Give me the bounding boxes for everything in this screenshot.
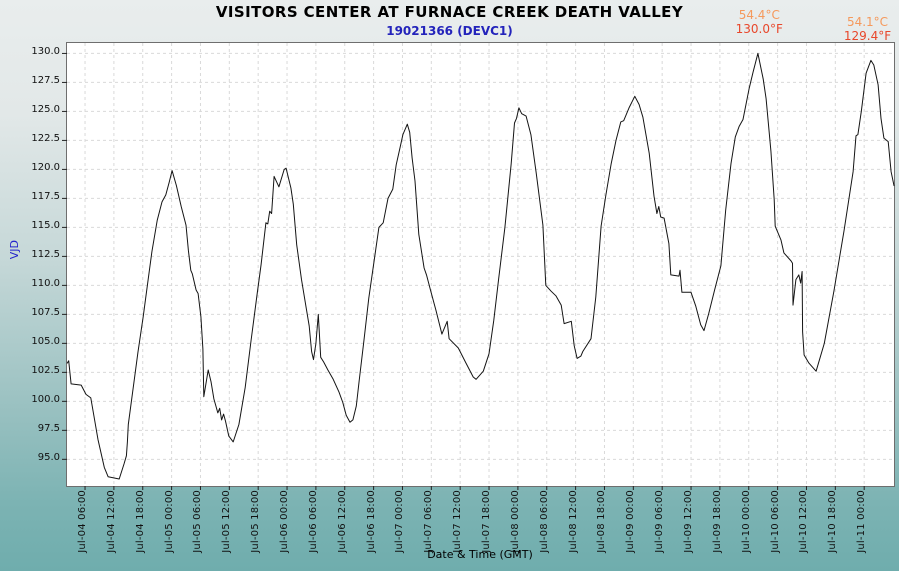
x-tick-label: Jul-04 18:00 <box>134 490 146 553</box>
x-tick-label: Jul-10 12:00 <box>798 490 810 553</box>
x-tick-label: Jul-07 12:00 <box>452 490 464 553</box>
x-tick-label: Jul-06 18:00 <box>365 490 377 553</box>
annotation-celsius: 54.4°C <box>738 8 780 23</box>
annotation-celsius: 54.1°C <box>846 15 889 30</box>
x-tick-label: Jul-09 12:00 <box>683 490 695 553</box>
y-tick-label: 115.0 <box>31 220 60 232</box>
x-tick-label: Jul-09 06:00 <box>654 490 666 553</box>
x-tick-label: Jul-08 12:00 <box>567 490 579 553</box>
annotation-fahrenheit: 129.4°F <box>843 29 892 44</box>
plot-area <box>62 42 895 490</box>
page-title: VISITORS CENTER AT FURNACE CREEK DEATH V… <box>215 3 684 21</box>
y-tick-label: 117.5 <box>31 191 60 203</box>
x-tick-label: Jul-04 12:00 <box>105 490 117 553</box>
x-tick-label: Jul-07 06:00 <box>423 490 435 553</box>
x-tick-label: Jul-04 06:00 <box>77 490 89 553</box>
temperature-line-chart <box>62 43 895 490</box>
station-subtitle: 19021366 (DEVC1) <box>386 24 513 38</box>
x-tick-label: Jul-07 00:00 <box>394 490 406 553</box>
x-tick-label: Jul-05 00:00 <box>163 490 175 553</box>
x-tick-label: Jul-08 00:00 <box>509 490 521 553</box>
x-tick-label: Jul-06 12:00 <box>336 490 348 553</box>
y-tick-label: 120.0 <box>31 162 60 174</box>
x-tick-label: Jul-10 06:00 <box>769 490 781 553</box>
y-tick-label: 110.0 <box>31 278 60 290</box>
x-tick-label: Jul-11 00:00 <box>856 490 868 553</box>
x-tick-label: Jul-07 18:00 <box>481 490 493 553</box>
x-tick-label: Jul-10 00:00 <box>740 490 752 553</box>
y-axis-title: VJD <box>8 240 21 260</box>
y-tick-label: 102.5 <box>31 365 60 377</box>
x-tick-label: Jul-05 12:00 <box>221 490 233 553</box>
x-tick-label: Jul-09 18:00 <box>711 490 723 553</box>
x-tick-label: Jul-05 06:00 <box>192 490 204 553</box>
y-tick-label: 112.5 <box>31 249 60 261</box>
x-tick-label: Jul-05 18:00 <box>250 490 262 553</box>
y-tick-label: 130.0 <box>31 46 60 58</box>
x-tick-label: Jul-06 00:00 <box>279 490 291 553</box>
x-tick-label: Jul-10 18:00 <box>827 490 839 553</box>
x-tick-label: Jul-08 06:00 <box>538 490 550 553</box>
y-tick-label: 100.0 <box>31 394 60 406</box>
y-tick-label: 97.5 <box>37 423 60 435</box>
y-tick-label: 122.5 <box>31 133 60 145</box>
annotation-fahrenheit: 130.0°F <box>735 22 783 37</box>
y-tick-label: 95.0 <box>37 452 60 464</box>
x-tick-label: Jul-06 06:00 <box>307 490 319 553</box>
x-tick-label: Jul-09 00:00 <box>625 490 637 553</box>
y-tick-label: 127.5 <box>31 75 60 87</box>
temperature-series-line <box>66 52 895 480</box>
x-tick-label: Jul-08 18:00 <box>596 490 608 553</box>
x-axis-title: Date & Time (GMT) <box>427 548 533 561</box>
y-tick-label: 105.0 <box>31 336 60 348</box>
y-tick-label: 107.5 <box>31 307 60 319</box>
y-tick-label: 125.0 <box>31 104 60 116</box>
